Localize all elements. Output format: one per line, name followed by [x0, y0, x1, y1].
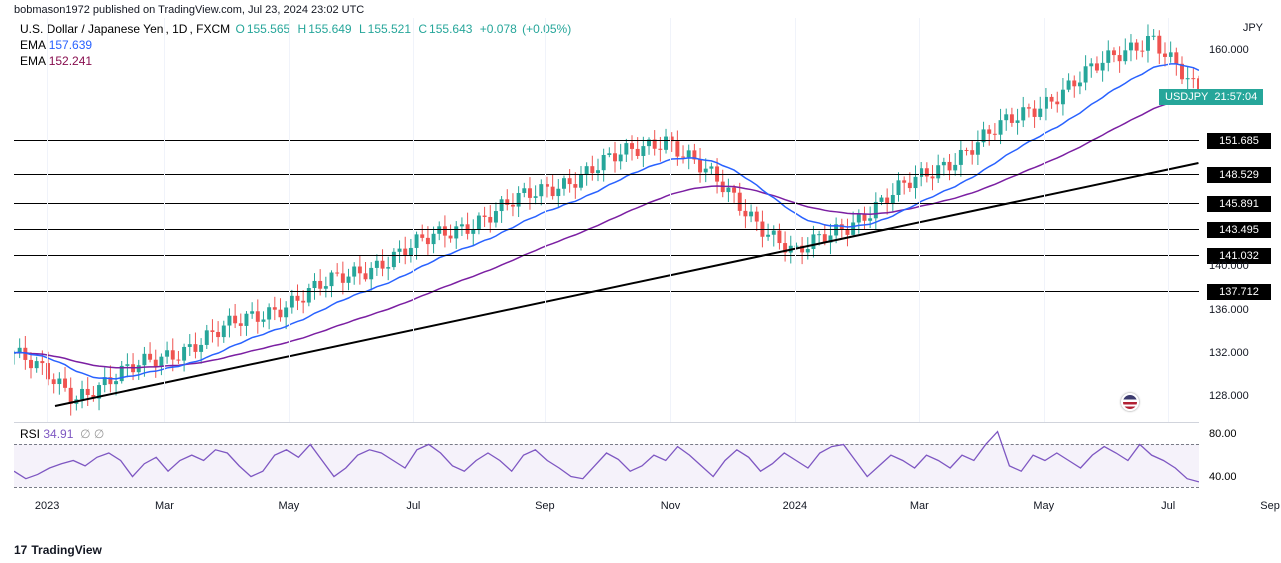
time-tick: Mar: [910, 500, 929, 512]
price-chart-svg: [14, 18, 1199, 423]
price-tick: 128.000: [1209, 390, 1249, 402]
main-price-pane[interactable]: U.S. Dollar / Japanese Yen, 1D, FXCM O15…: [14, 18, 1199, 423]
horizontal-price-line[interactable]: 143.495: [14, 229, 1199, 230]
price-tick: 136.000: [1209, 304, 1249, 316]
horizontal-price-line[interactable]: 148.529: [14, 174, 1199, 175]
rsi-tick: 40.00: [1209, 471, 1237, 483]
flag-icon: [1121, 393, 1139, 411]
time-tick: 2024: [783, 500, 807, 512]
price-tick: 132.000: [1209, 347, 1249, 359]
price-tick: 140.000: [1209, 260, 1249, 272]
tradingview-logo: 17TradingView: [14, 543, 102, 557]
horizontal-price-line[interactable]: 145.891: [14, 203, 1199, 204]
time-tick: May: [279, 500, 300, 512]
current-price-badge: USDJPY21:57:04: [1159, 89, 1263, 105]
rsi-chart-svg: [14, 423, 1199, 498]
horizontal-price-line[interactable]: 137.712: [14, 291, 1199, 292]
chart-area[interactable]: U.S. Dollar / Japanese Yen, 1D, FXCM O15…: [14, 18, 1199, 498]
time-tick: Sep: [1260, 500, 1280, 512]
horizontal-price-line[interactable]: 141.032: [14, 255, 1199, 256]
axis-currency: JPY: [1199, 18, 1263, 38]
price-axis[interactable]: JPY 128.000132.000136.000140.000160.000 …: [1199, 18, 1269, 498]
time-tick: Sep: [535, 500, 555, 512]
time-tick: May: [1033, 500, 1054, 512]
time-tick: 2023: [35, 500, 59, 512]
price-tick: 160.000: [1209, 44, 1249, 56]
horizontal-price-line[interactable]: 151.685: [14, 140, 1199, 141]
time-axis: 2023MarMayJulSepNov2024MarMayJulSep: [14, 498, 1199, 518]
time-tick: Jul: [1161, 500, 1175, 512]
time-tick: Jul: [406, 500, 420, 512]
publish-info: bobmason1972 published on TradingView.co…: [14, 4, 364, 16]
time-tick: Mar: [155, 500, 174, 512]
time-tick: Nov: [661, 500, 681, 512]
rsi-tick: 80.00: [1209, 428, 1237, 440]
rsi-pane[interactable]: RSI 34.91 ∅ ∅: [14, 423, 1199, 498]
